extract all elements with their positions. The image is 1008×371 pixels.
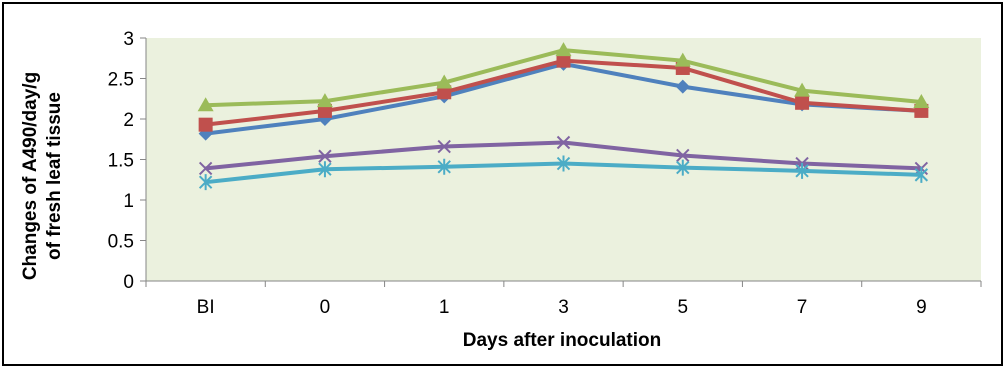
data-point — [198, 174, 213, 191]
x-tick-label: 1 — [439, 297, 450, 318]
x-tick-label: 0 — [320, 297, 331, 318]
y-tick-label: 2.5 — [108, 70, 134, 91]
x-axis-title: Days after inoculation — [463, 330, 662, 351]
data-point — [674, 52, 691, 67]
data-point — [795, 95, 810, 110]
data-point — [318, 161, 332, 178]
data-point — [316, 93, 333, 108]
x-tick-label: BI — [197, 297, 215, 318]
y-axis-title-line-2: of fresh leaf tissue — [44, 92, 65, 260]
data-point — [914, 166, 929, 183]
data-point — [676, 148, 690, 163]
data-point — [437, 139, 451, 154]
y-axis: 0 0.5 1 1.5 2 2.5 3 — [108, 29, 147, 293]
data-point — [437, 85, 452, 100]
data-point — [556, 53, 571, 68]
x-axis: BI 0 1 3 5 7 9 — [145, 280, 982, 318]
data-point — [556, 155, 571, 172]
x-tick-label: 7 — [797, 297, 808, 318]
series-2 — [198, 53, 929, 132]
data-point — [437, 158, 451, 175]
y-tick-label: 0 — [123, 272, 134, 293]
data-point — [675, 79, 690, 94]
data-point — [913, 93, 930, 108]
y-tick-label: 1 — [123, 191, 134, 212]
y-tick-label: 3 — [123, 29, 134, 50]
data-point — [436, 74, 453, 89]
y-tick-label: 0.5 — [108, 232, 134, 253]
x-tick-label: 5 — [677, 297, 688, 318]
y-tick-label: 1.5 — [108, 151, 134, 172]
data-point — [794, 82, 811, 97]
data-point — [795, 162, 809, 179]
data-point — [555, 42, 572, 57]
series-3 — [197, 42, 930, 112]
x-tick-label: 9 — [916, 297, 927, 318]
series-layer — [197, 42, 930, 191]
data-point — [556, 135, 571, 150]
data-point — [198, 117, 213, 132]
data-point — [197, 97, 214, 112]
data-point — [317, 103, 332, 118]
series-5 — [198, 155, 929, 191]
data-point — [198, 161, 213, 176]
y-tick-label: 2 — [123, 110, 134, 131]
x-tick-label: 3 — [558, 297, 569, 318]
data-point — [318, 149, 332, 163]
y-axis-title-line-1: Changes of A490/day/g — [20, 72, 41, 280]
data-point — [676, 159, 690, 176]
